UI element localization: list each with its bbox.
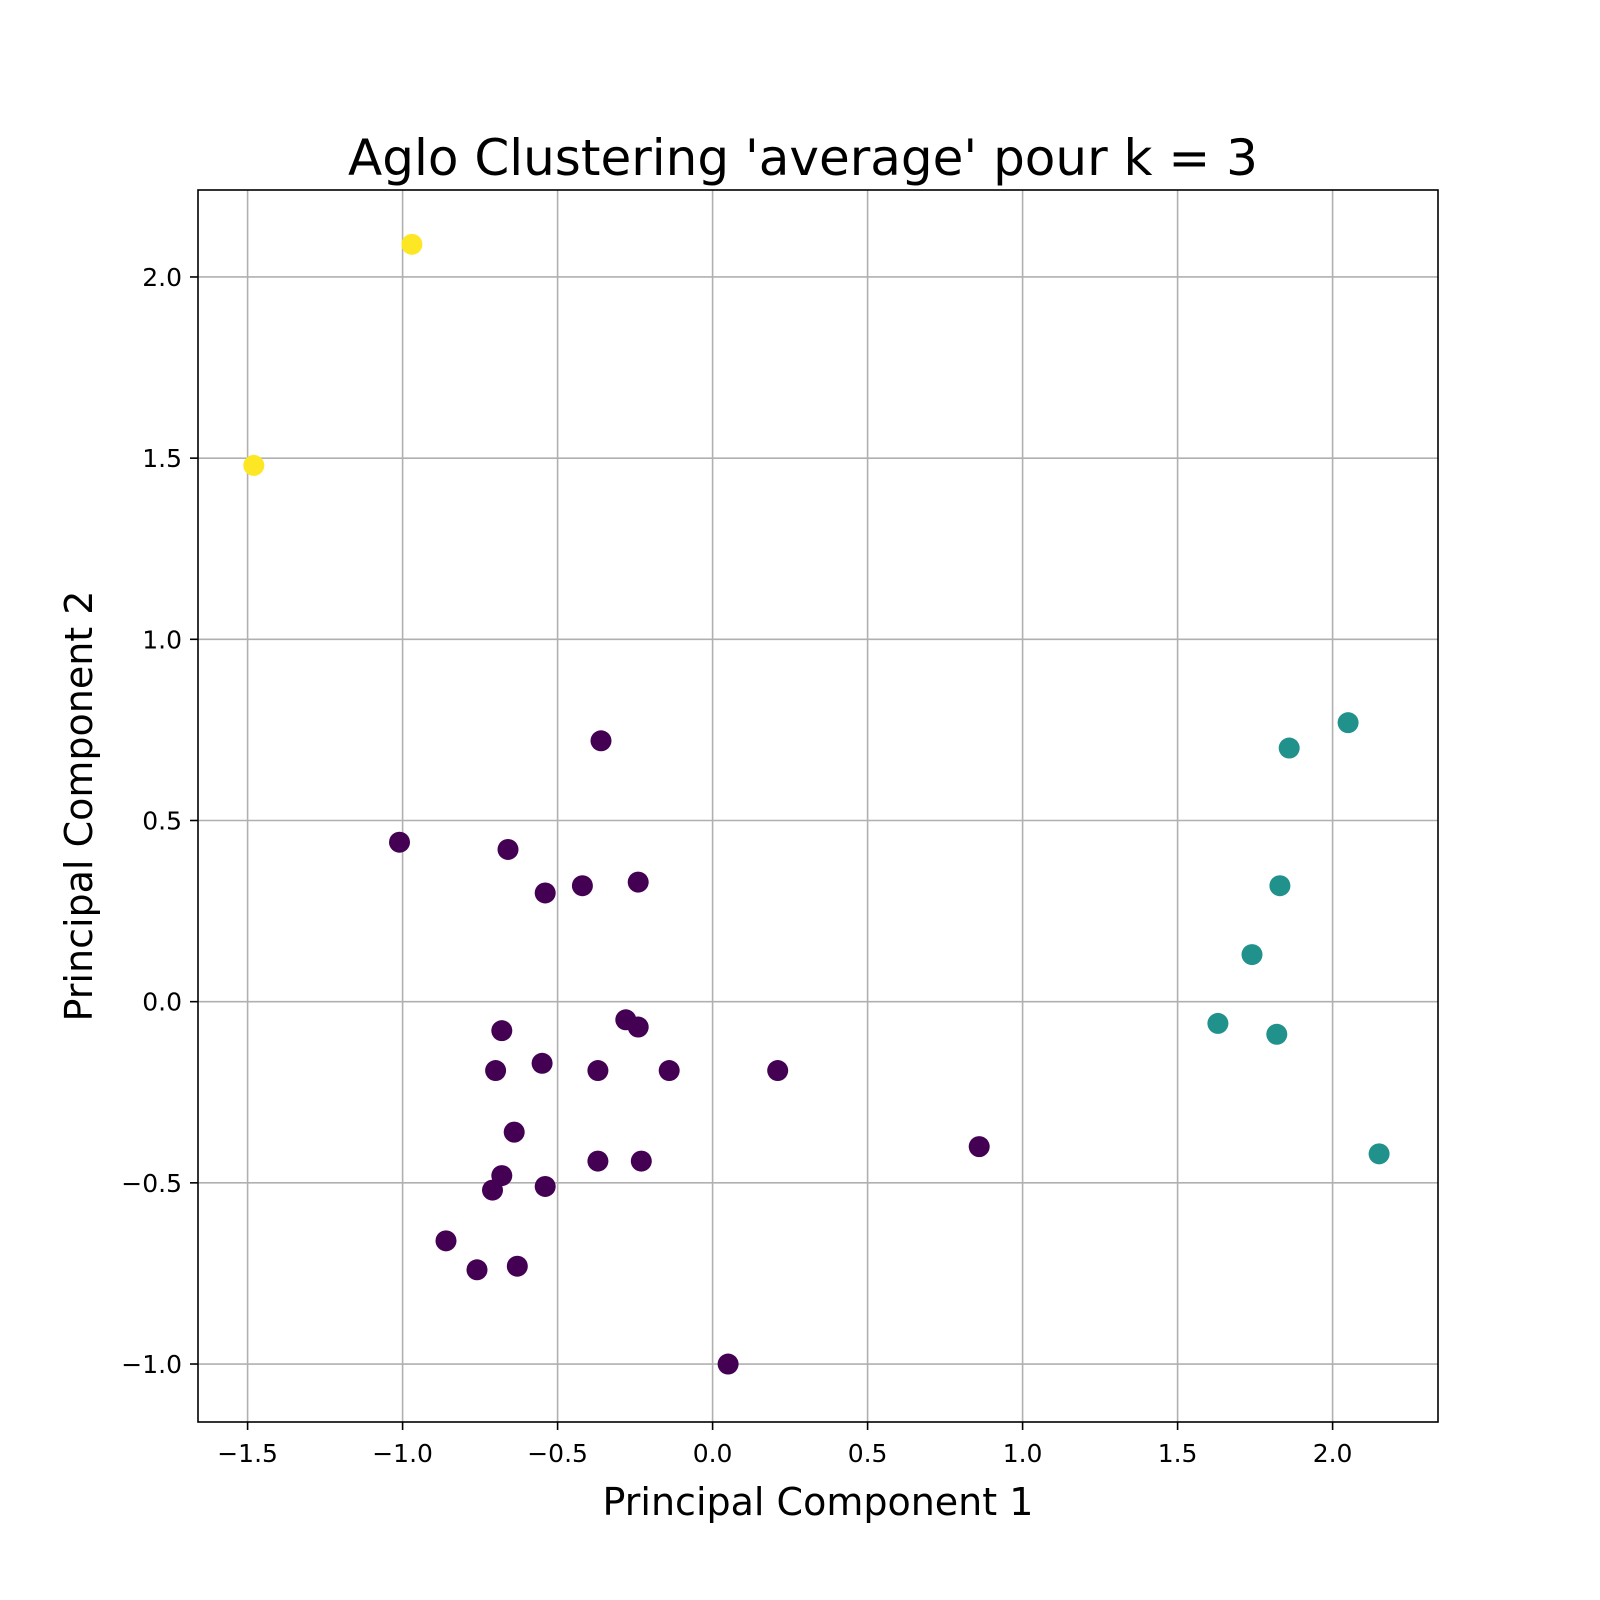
scatter-point-cluster-0 <box>630 1150 652 1172</box>
scatter-point-cluster-1 <box>1241 944 1263 966</box>
scatter-point-cluster-0 <box>767 1060 789 1082</box>
scatter-point-cluster-1 <box>1337 712 1359 734</box>
data-points <box>243 233 1390 1375</box>
x-tick-label: 2.0 <box>1313 1439 1353 1468</box>
x-tick-label: 0.0 <box>693 1439 733 1468</box>
y-tick-label: 0.0 <box>142 988 182 1017</box>
scatter-point-cluster-0 <box>627 871 649 893</box>
x-axis-label: Principal Component 1 <box>603 1480 1034 1524</box>
scatter-point-cluster-0 <box>506 1255 528 1277</box>
chart-title: Aglo Clustering 'average' pour k = 3 <box>348 129 1258 187</box>
axis-ticks: −1.5 −1.0 −0.5 0.0 0.5 1.0 1.5 2.0 −1.0 −0.5 0.0 0.… <box>121 263 1352 1468</box>
scatter-point-cluster-0 <box>389 831 410 853</box>
scatter-point-cluster-1 <box>1207 1012 1229 1034</box>
scatter-point-cluster-0 <box>587 1150 609 1172</box>
scatter-point-cluster-0 <box>531 1052 553 1074</box>
x-tick-label: −1.0 <box>372 1439 433 1468</box>
scatter-point-cluster-0 <box>435 1230 457 1252</box>
y-tick-label: −0.5 <box>121 1169 182 1198</box>
scatter-point-cluster-0 <box>571 875 593 897</box>
scatter-point-cluster-0 <box>491 1020 513 1042</box>
x-tick-label: −1.5 <box>217 1439 278 1468</box>
y-tick-label: 1.0 <box>142 625 182 654</box>
scatter-point-cluster-0 <box>587 1060 609 1082</box>
scatter-point-cluster-0 <box>590 730 612 752</box>
scatter-point-cluster-2 <box>401 233 423 255</box>
scatter-point-cluster-0 <box>482 1179 503 1201</box>
scatter-point-cluster-1 <box>1368 1143 1390 1165</box>
scatter-point-cluster-0 <box>485 1060 507 1082</box>
y-tick-label: −1.0 <box>121 1350 182 1379</box>
scatter-point-cluster-1 <box>1278 737 1300 759</box>
y-axis-label: Principal Component 2 <box>57 591 101 1022</box>
x-tick-label: 0.5 <box>848 1439 888 1468</box>
y-tick-label: 0.5 <box>142 806 182 835</box>
scatter-point-cluster-2 <box>243 454 265 476</box>
scatter-point-cluster-0 <box>497 838 519 860</box>
scatter-point-cluster-0 <box>503 1121 525 1143</box>
y-tick-label: 2.0 <box>142 263 182 292</box>
scatter-point-cluster-0 <box>534 882 556 904</box>
scatter-point-cluster-1 <box>1269 875 1291 897</box>
plot-frame <box>197 189 1439 1423</box>
x-tick-label: −0.5 <box>527 1439 588 1468</box>
scatter-point-cluster-0 <box>717 1353 739 1375</box>
scatter-point-cluster-0 <box>534 1175 556 1197</box>
scatter-point-cluster-0 <box>658 1060 680 1082</box>
y-tick-label: 1.5 <box>142 444 182 473</box>
scatter-point-cluster-0 <box>466 1259 488 1281</box>
scatter-point-cluster-0 <box>627 1016 649 1038</box>
x-tick-label: 1.5 <box>1158 1439 1198 1468</box>
grid-lines <box>198 190 1438 1422</box>
scatter-point-cluster-0 <box>968 1136 990 1158</box>
scatter-point-cluster-1 <box>1266 1023 1288 1045</box>
x-tick-label: 1.0 <box>1003 1439 1043 1468</box>
